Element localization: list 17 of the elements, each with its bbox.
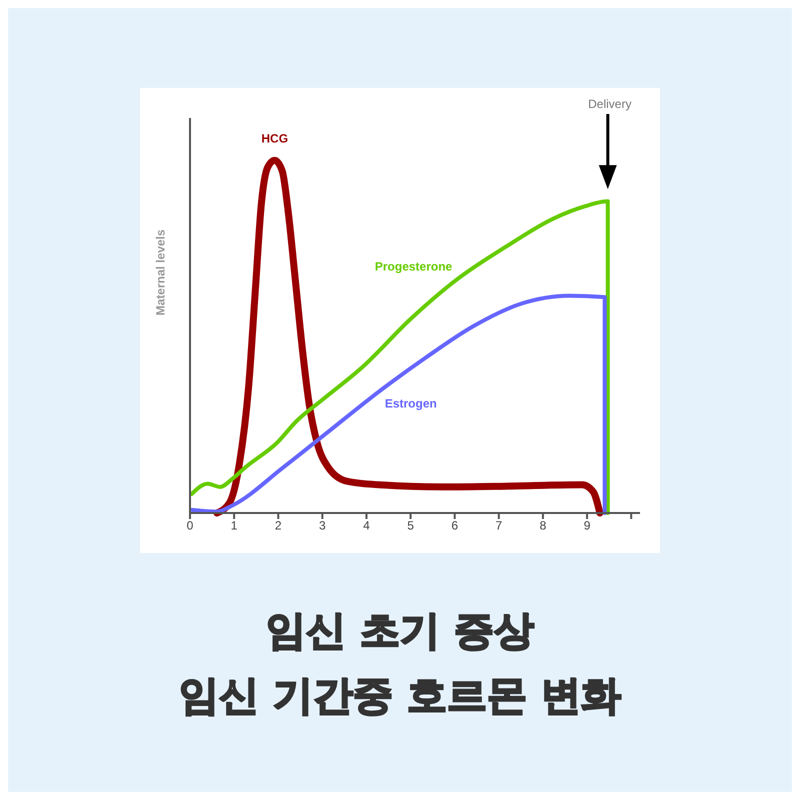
x-tick-label: 7	[495, 518, 502, 533]
x-tick-label: 6	[451, 518, 458, 533]
x-tick-label: 3	[319, 518, 326, 533]
x-tick-label: 1	[230, 518, 238, 533]
x-tick-label: 4	[363, 518, 370, 533]
series-label: HCG	[261, 131, 288, 146]
series-label: Progesterone	[374, 259, 453, 274]
x-tick-label: 9	[584, 518, 591, 533]
x-tick-label: 5	[407, 518, 414, 533]
text: 임신 초기 증상	[266, 607, 534, 656]
text: 임신 기간중 호르몬 변화	[179, 672, 621, 721]
x-tick-label: 8	[540, 518, 547, 533]
ref-line-label: Delivery	[588, 97, 632, 111]
y-axis-title: Maternal levels	[153, 229, 168, 316]
x-tick-label: 2	[274, 518, 282, 533]
x-tick-label: 0	[186, 518, 194, 533]
series-label: Estrogen	[384, 396, 437, 411]
